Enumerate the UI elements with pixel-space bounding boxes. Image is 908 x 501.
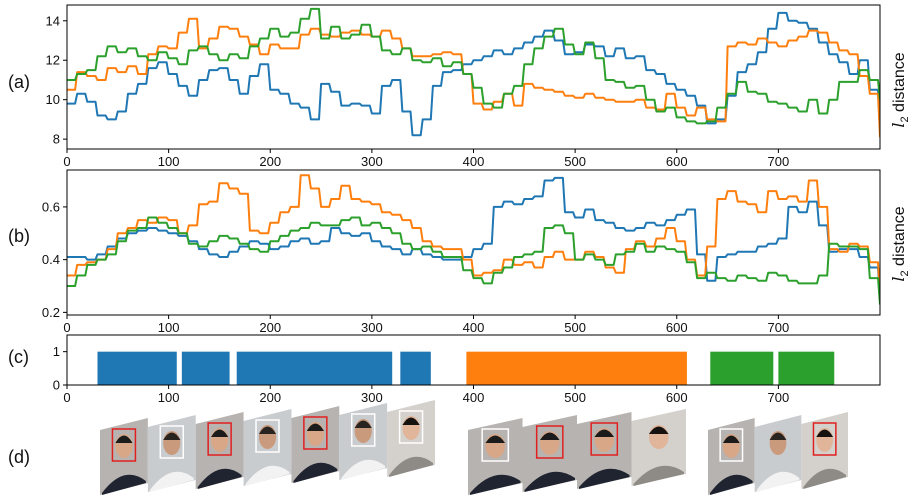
series-line-1 xyxy=(67,176,880,300)
panel-b-chart: 0 100 200 300 400 500 600 700 0.2 0.4 0.6 xyxy=(42,169,881,335)
series-line-1 xyxy=(67,11,880,137)
face-bounding-box xyxy=(303,416,328,450)
face-bounding-box xyxy=(398,410,424,444)
face-frame xyxy=(801,412,848,489)
panel-label-c: (c) xyxy=(8,347,29,367)
x-tick-label: 500 xyxy=(564,390,586,405)
panel-label-d: (d) xyxy=(8,447,30,467)
y-tick-label: 10 xyxy=(46,92,60,107)
segment-bar xyxy=(710,351,774,385)
face-frame xyxy=(468,418,523,495)
x-tick-label: 0 xyxy=(63,320,70,335)
segment-bar xyxy=(97,351,177,385)
face-bounding-box xyxy=(812,422,837,456)
face-bounding-box xyxy=(111,428,137,462)
face-thumbnail-strips xyxy=(100,400,848,495)
y-tick-label: 14 xyxy=(46,13,60,28)
segment-bar xyxy=(181,351,230,385)
panel-a-frame xyxy=(66,4,881,150)
panel-label-b: (b) xyxy=(8,226,30,246)
panel-a-chart: 0 100 200 300 400 500 600 700 8 10 12 14 xyxy=(46,4,881,169)
y-tick-label: 1 xyxy=(53,344,60,359)
y-tick-label: 0.4 xyxy=(42,252,60,267)
face-bounding-box xyxy=(255,419,280,453)
panel-c-chart: 0 100 200 300 400 500 600 700 0 1 xyxy=(53,334,881,405)
series-line-3 xyxy=(67,216,880,305)
segment-bar xyxy=(400,351,431,385)
x-tick-label: 0 xyxy=(63,154,70,169)
series-line-2 xyxy=(67,17,880,138)
face-frame xyxy=(387,400,435,477)
face-frame xyxy=(708,418,755,495)
y-tick-label: 0.2 xyxy=(42,305,60,320)
y-tick-label: 12 xyxy=(46,53,60,68)
face-bounding-box xyxy=(350,413,376,447)
x-tick-label: 400 xyxy=(463,390,485,405)
x-tick-label: 700 xyxy=(768,390,790,405)
x-tick-label: 200 xyxy=(259,320,281,335)
face-frame xyxy=(100,418,148,495)
x-tick-label: 100 xyxy=(158,390,180,405)
x-tick-label: 0 xyxy=(63,390,70,405)
y-tick-label: 8 xyxy=(53,132,60,147)
face-bounding-box xyxy=(590,422,619,456)
face-frame xyxy=(577,412,632,489)
face-frame xyxy=(631,409,686,486)
y-tick-label: 0 xyxy=(53,378,60,393)
x-tick-label: 200 xyxy=(259,390,281,405)
face-frame xyxy=(195,412,244,489)
x-tick-label: 700 xyxy=(768,154,790,169)
face-frame xyxy=(243,409,292,486)
x-tick-label: 600 xyxy=(666,154,688,169)
face-bounding-box xyxy=(535,425,564,459)
face-frame xyxy=(522,415,577,492)
face-bounding-box xyxy=(207,422,232,456)
face-frame xyxy=(754,415,802,492)
face-bounding-box xyxy=(159,425,185,459)
x-tick-label: 400 xyxy=(463,320,485,335)
x-tick-label: 600 xyxy=(666,390,688,405)
face-bounding-box xyxy=(481,428,510,462)
x-tick-label: 500 xyxy=(564,154,586,169)
x-tick-label: 300 xyxy=(361,390,383,405)
ylabel-b: l2 distance xyxy=(889,206,908,281)
x-tick-label: 400 xyxy=(463,154,485,169)
x-tick-label: 100 xyxy=(158,154,180,169)
face-bounding-box xyxy=(719,428,744,462)
x-tick-label: 300 xyxy=(361,320,383,335)
x-tick-label: 100 xyxy=(158,320,180,335)
ylabel-a: l2 distance xyxy=(889,52,908,127)
segment-bar xyxy=(778,351,835,385)
face-frame xyxy=(291,406,340,483)
series-line-3 xyxy=(67,7,880,125)
panel-label-a: (a) xyxy=(8,72,30,92)
x-tick-label: 600 xyxy=(666,320,688,335)
x-tick-label: 200 xyxy=(259,154,281,169)
face-frame xyxy=(339,403,388,480)
x-tick-label: 300 xyxy=(361,154,383,169)
x-tick-label: 500 xyxy=(564,320,586,335)
face-frame xyxy=(147,415,196,492)
x-tick-label: 700 xyxy=(768,320,790,335)
y-tick-label: 0.6 xyxy=(42,199,60,214)
segment-bar xyxy=(236,351,393,385)
segment-bar xyxy=(466,351,687,385)
